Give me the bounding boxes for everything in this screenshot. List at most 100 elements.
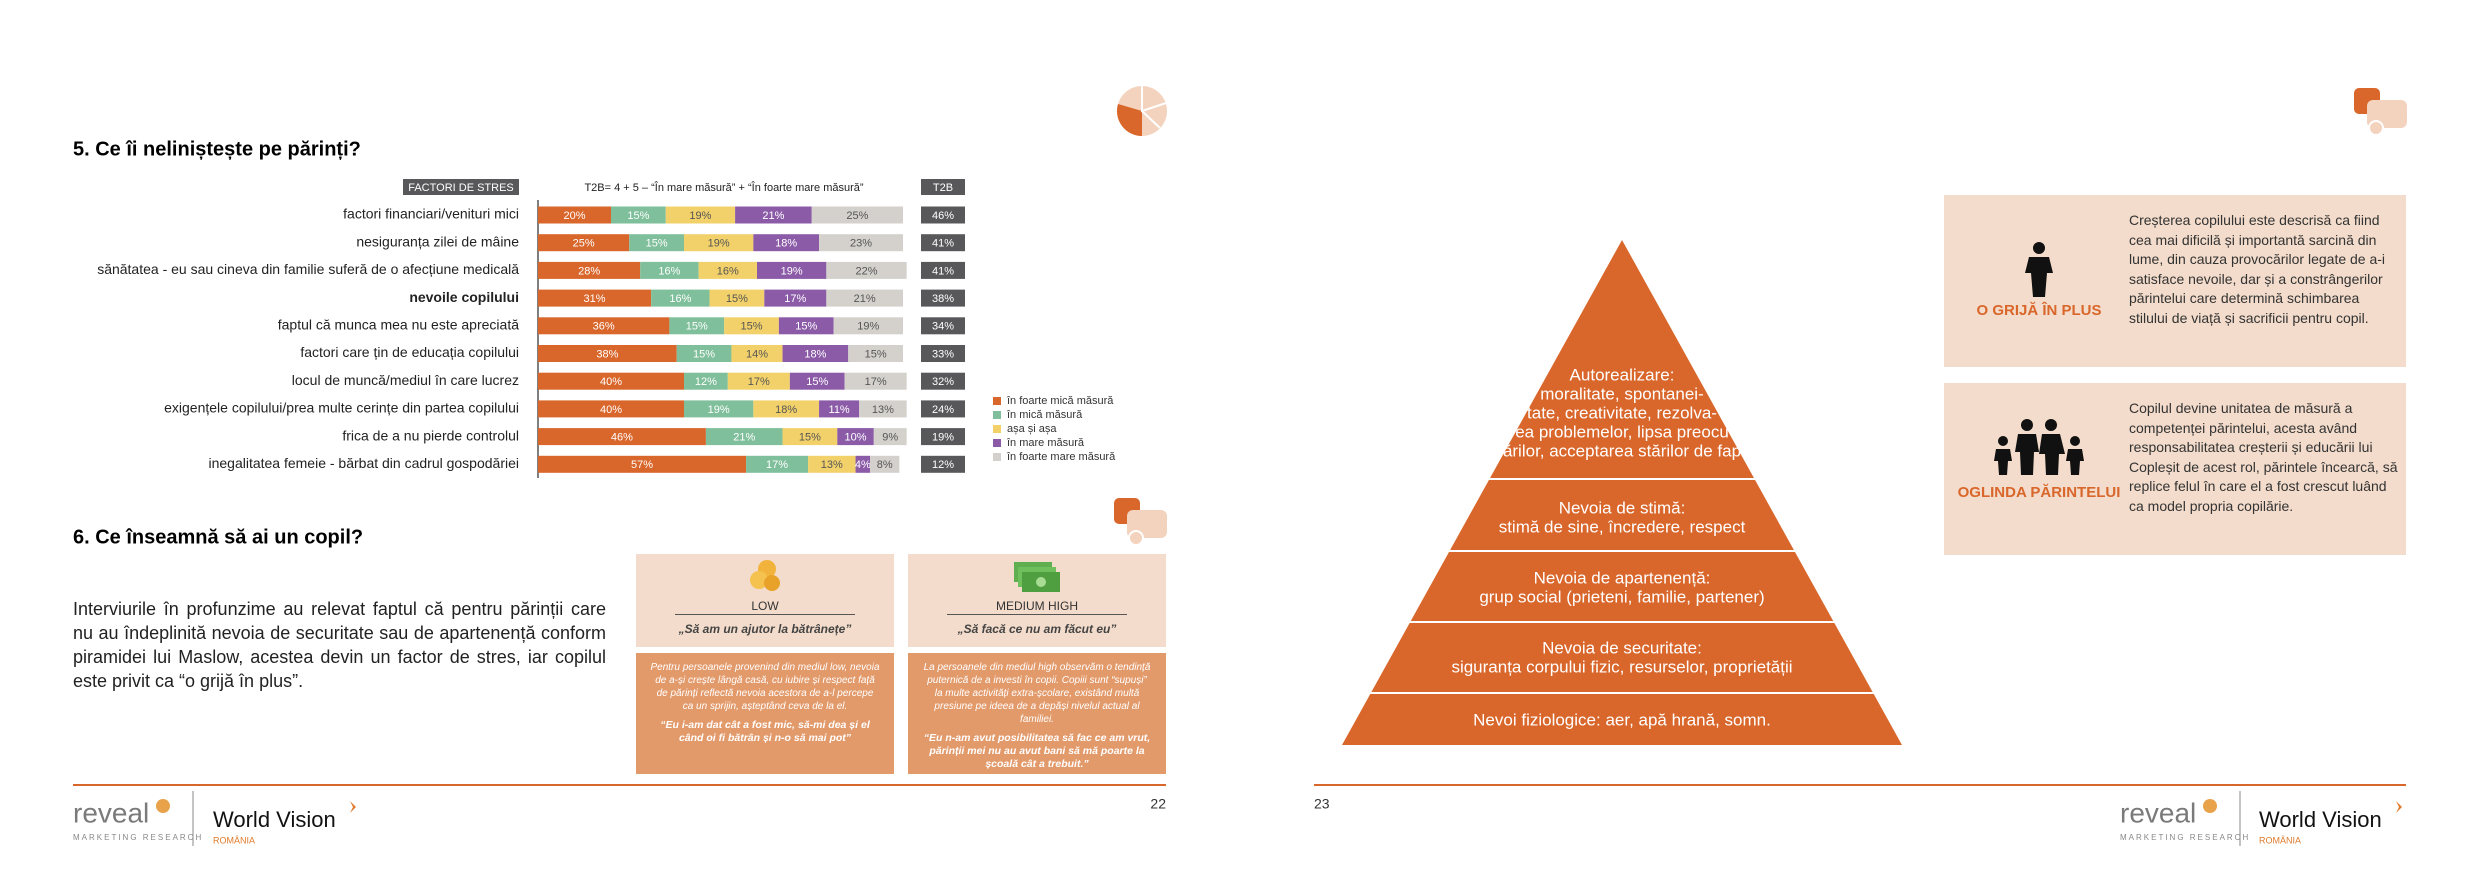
t2b-label: 41% [932,238,954,250]
bar-segment [709,289,765,307]
info-box: O GRIJĂ ÎN PLUS Creșterea copilului este… [1944,195,2406,367]
category-label: exigențele copilului/prea multe cerințe … [164,400,519,416]
bar-segment [753,234,820,252]
value-label: 11% [829,404,850,416]
legend-swatch [993,411,1001,419]
value-label: 40% [600,404,622,416]
value-label: 23% [850,238,872,250]
section-title: 6. Ce înseamnă să ai un copil? [73,526,363,548]
segment-title: LOW [751,599,779,613]
bar-segment [651,289,710,307]
pyramid-title: Nevoi fiziologice: aer, apă hrană, somn. [1473,710,1771,729]
pyramid-text: moralitate, spontanei- [1540,384,1703,403]
value-label: 22% [855,265,877,277]
legend-swatch [993,453,1001,461]
bar-segment [789,372,845,390]
brand-logo: reveal [2120,797,2196,828]
bar-segment [640,261,699,279]
bar-segment [629,234,684,252]
bar-segment [724,317,779,335]
t2b-box [921,400,965,418]
t2b-box [921,428,965,446]
t2b-label: 41% [932,265,954,277]
bar-segment [826,261,907,279]
bar-segment [684,400,754,418]
value-label: 21% [762,210,784,222]
value-label: 15% [686,321,708,333]
page-number: 23 [1314,796,1330,812]
category-label: sănătatea - eu sau cineva din familie su… [97,261,519,277]
bar-segment [676,345,732,362]
bar-segment [844,372,907,390]
value-label: 15% [646,238,668,250]
value-label: 15% [806,376,828,388]
logos-right: reveal MARKETING RESEARCH World Vision R… [2120,791,2402,846]
bar-segment [705,428,783,446]
bar-segment [538,455,747,473]
category-label: factori financiari/venituri mici [343,206,519,222]
value-label: 16% [669,293,691,305]
value-label: 15% [726,293,748,305]
segment-description: Pentru persoanele provenind din mediul l… [650,662,880,712]
segment-quote: „Să am un ajutor la bătrânețe” [678,622,852,636]
value-label: 20% [563,210,585,222]
value-label: 21% [733,432,755,444]
bar-segment [819,400,860,418]
page-number: 22 [1150,796,1166,812]
bar-segment [538,345,677,362]
category-label: inegalitatea femeie - bărbat din cadrul … [208,455,519,471]
coins-icon [750,560,780,591]
value-label: 18% [775,404,797,416]
t2b-box [921,206,965,224]
bar-segment [538,261,641,279]
value-label: 19% [708,238,730,250]
value-label: 28% [578,265,600,277]
value-label: 19% [781,265,803,277]
box-label: O GRIJĂ ÎN PLUS [1976,302,2102,319]
bar-segment [538,234,630,252]
value-label: 9% [882,432,898,444]
t2b-box [921,289,965,307]
bar-segment [538,289,652,307]
info-box: OGLINDA PĂRINTELUI Copilul devine unitat… [1944,383,2406,555]
money-icon [1014,562,1060,592]
category-label: frica de a nu pierde controlul [342,427,519,443]
bar-segment [855,455,871,473]
bar-segment [826,289,903,307]
bar-segment [538,428,706,446]
value-label: 13% [872,404,894,416]
bar-segment [870,455,900,473]
value-label: 15% [627,210,649,222]
pyramid-text: stimă de sine, încredere, respect [1499,517,1746,536]
value-label: 13% [821,459,843,471]
value-label: 21% [854,293,876,305]
segment-quote: „Să facă ce nu am făcut eu” [957,622,1117,636]
intro-paragraph: Interviurile în profunzime au relevat fa… [73,599,606,691]
value-label: 19% [708,404,730,416]
brand-tagline: MARKETING RESEARCH [73,833,203,842]
t2b-label: 32% [932,376,954,388]
header-label: FACTORI DE STRES [408,182,514,194]
value-label: 38% [596,348,618,360]
legend-swatch [993,439,1001,447]
header-box [921,179,965,195]
bar-segment [538,317,670,335]
value-label: 15% [795,321,817,333]
segment-body: La persoanele din mediul high observăm o… [908,653,1166,774]
t2b-box [921,261,965,279]
bar-segment [538,372,684,390]
chat-icon [1114,498,1167,546]
brand-tagline: ROMÂNIA [2259,835,2301,845]
legend-label: în mică măsură [1006,409,1083,421]
bar-segment [731,345,783,362]
value-label: 46% [611,432,633,444]
value-label: 19% [689,210,711,222]
pyramid-text: rea problemelor, lipsa preocu- [1510,422,1735,441]
value-label: 16% [717,265,739,277]
bar-segment [837,428,874,446]
value-label: 17% [865,376,887,388]
t2b-label: 33% [932,348,954,360]
legend-label: așa și așa [1007,423,1057,435]
